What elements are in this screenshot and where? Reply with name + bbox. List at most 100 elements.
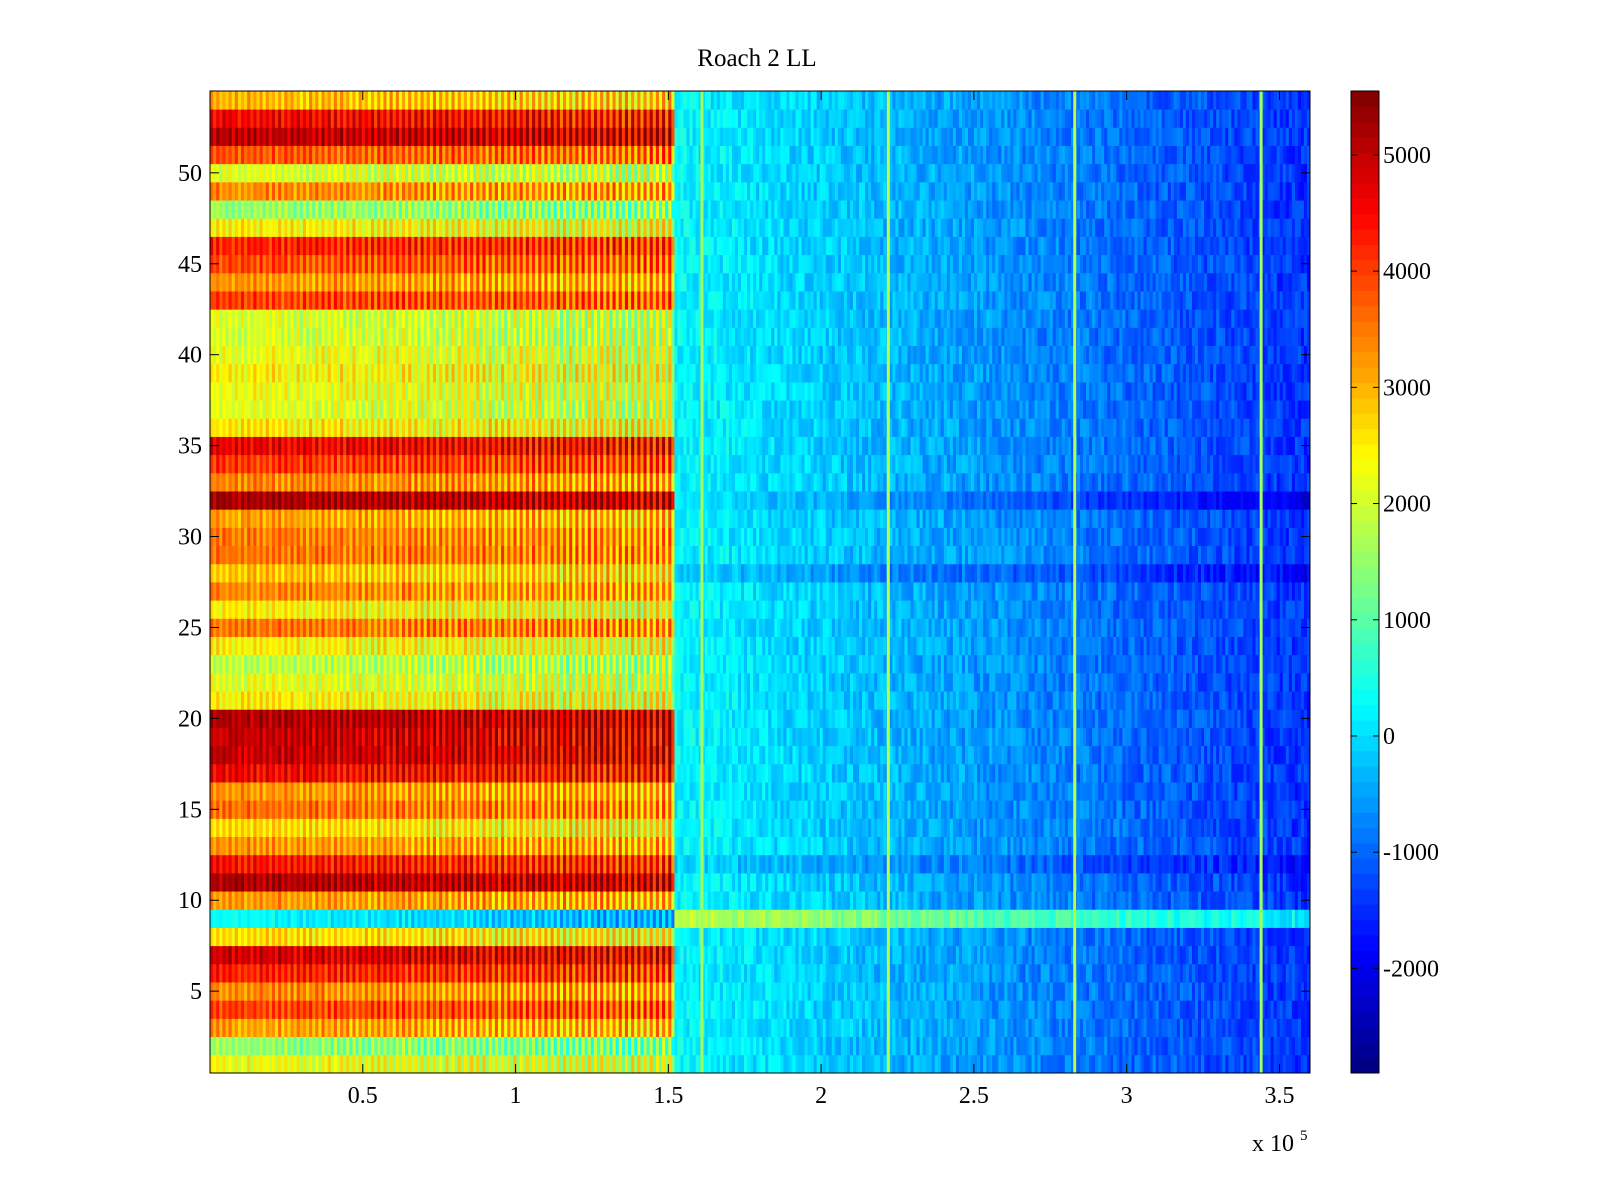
- heatmap-cell: [843, 1054, 848, 1074]
- heatmap-cell: [256, 1018, 260, 1038]
- heatmap-cell: [1201, 891, 1205, 910]
- heatmap-cell: [618, 1000, 623, 1019]
- heatmap-cell: [231, 1036, 236, 1056]
- heatmap-cell: [584, 945, 589, 965]
- heatmap-cell: [795, 854, 799, 874]
- heatmap-cell: [244, 1054, 248, 1074]
- heatmap-cell: [1055, 818, 1060, 837]
- heatmap-cell: [507, 963, 511, 983]
- heatmap-cell: [719, 891, 724, 910]
- heatmap-cell: [1137, 872, 1141, 892]
- heatmap-cell: [466, 818, 471, 837]
- heatmap-cell: [1155, 818, 1160, 837]
- heatmap-cell: [977, 1018, 981, 1038]
- heatmap-cell: [436, 1054, 440, 1074]
- heatmap-cell: [234, 963, 239, 983]
- heatmap-cell: [716, 945, 721, 965]
- heatmap-cell: [1231, 872, 1235, 892]
- heatmap-cell: [302, 909, 307, 928]
- heatmap-cell: [722, 1000, 727, 1019]
- heatmap-cell: [759, 836, 763, 856]
- heatmap-cell: [825, 963, 830, 983]
- heatmap-cell: [837, 909, 842, 928]
- heatmap-cell: [813, 909, 818, 928]
- heatmap-cell: [974, 854, 978, 874]
- heatmap-cell: [1022, 963, 1026, 983]
- heatmap-cell: [849, 818, 854, 837]
- heatmap-cell: [819, 818, 824, 837]
- heatmap-cell: [710, 927, 715, 947]
- heatmap-cell: [919, 945, 924, 965]
- heatmap-cell: [1028, 836, 1032, 856]
- heatmap-cell: [1255, 963, 1259, 983]
- heatmap-cell: [318, 982, 322, 1001]
- heatmap-cell: [1179, 927, 1184, 947]
- heatmap-cell: [898, 836, 902, 856]
- heatmap-cell: [426, 872, 431, 892]
- heatmap-cell: [519, 891, 524, 910]
- heatmap-cell: [278, 836, 282, 856]
- heatmap-cell: [958, 1000, 963, 1019]
- heatmap-cell: [1128, 872, 1132, 892]
- heatmap-cell: [247, 854, 251, 874]
- heatmap-cell: [1010, 1054, 1014, 1074]
- heatmap-cell: [408, 818, 412, 837]
- heatmap-cell: [250, 836, 254, 856]
- heatmap-cell: [463, 927, 468, 947]
- heatmap-cell: [734, 872, 739, 892]
- heatmap-cell: [606, 982, 610, 1001]
- heatmap-cell: [992, 1036, 996, 1056]
- heatmap-cell: [707, 909, 712, 928]
- heatmap-cell: [606, 909, 610, 928]
- heatmap-cell: [457, 927, 462, 947]
- heatmap-cell: [865, 1018, 869, 1038]
- heatmap-cell: [1001, 818, 1005, 837]
- heatmap-cell: [919, 1000, 924, 1019]
- heatmap-cell: [386, 836, 390, 856]
- heatmap-cell: [488, 1000, 493, 1019]
- heatmap-cell: [765, 1036, 769, 1056]
- heatmap-cell: [1119, 872, 1123, 892]
- heatmap-cell: [1149, 963, 1154, 983]
- heatmap-cell: [1264, 1018, 1269, 1038]
- heatmap-cell: [358, 818, 363, 837]
- heatmap-cell: [883, 1018, 887, 1038]
- heatmap-cell: [789, 945, 793, 965]
- heatmap-cell: [1291, 891, 1296, 910]
- heatmap-cell: [843, 945, 848, 965]
- heatmap-cell: [1116, 854, 1120, 874]
- heatmap-cell: [460, 1018, 465, 1038]
- heatmap-cell: [436, 1000, 440, 1019]
- heatmap-cell: [1043, 836, 1048, 856]
- heatmap-cell: [756, 891, 760, 910]
- heatmap-cell: [862, 854, 866, 874]
- heatmap-cell: [1198, 1000, 1202, 1019]
- heatmap-cell: [1185, 963, 1190, 983]
- heatmap-cell: [299, 891, 304, 910]
- heatmap-cell: [225, 1018, 229, 1038]
- heatmap-cell: [513, 1000, 517, 1019]
- heatmap-cell: [1113, 945, 1117, 965]
- heatmap-cell: [336, 963, 341, 983]
- heatmap-cell: [1167, 945, 1172, 965]
- heatmap-cell: [1049, 1018, 1054, 1038]
- heatmap-cell: [1285, 1054, 1290, 1074]
- heatmap-cell: [1228, 836, 1232, 856]
- heatmap-cell: [1031, 818, 1035, 837]
- heatmap-cell: [792, 1054, 796, 1074]
- heatmap-cell: [429, 818, 434, 837]
- heatmap-cell: [1261, 982, 1266, 1001]
- heatmap-cell: [1246, 854, 1250, 874]
- heatmap-cell: [1176, 982, 1181, 1001]
- heatmap-cell: [631, 872, 635, 892]
- heatmap-cell: [420, 854, 425, 874]
- heatmap-cell: [801, 963, 805, 983]
- heatmap-cell: [710, 1036, 715, 1056]
- heatmap-cell: [759, 891, 763, 910]
- heatmap-cell: [1255, 872, 1259, 892]
- heatmap-cell: [786, 872, 790, 892]
- heatmap-cell: [837, 945, 842, 965]
- heatmap-cell: [259, 1036, 264, 1056]
- heatmap-cell: [513, 927, 517, 947]
- heatmap-cell: [646, 854, 651, 874]
